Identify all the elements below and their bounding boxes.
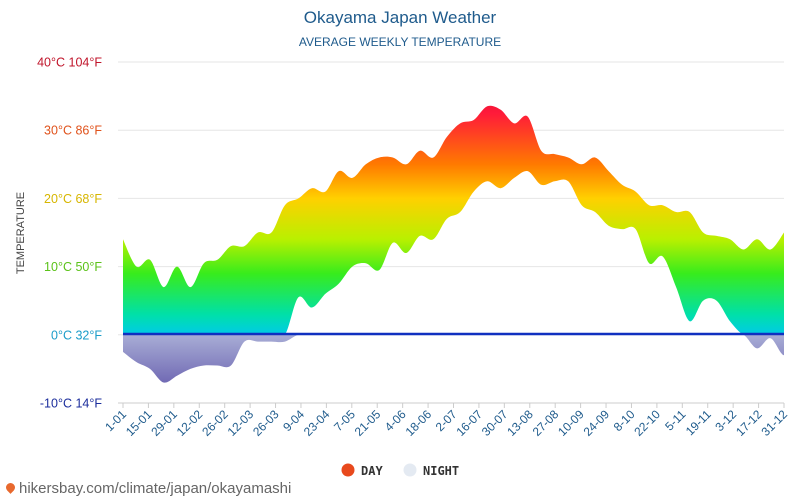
x-tick-label: 15-01 [123, 407, 155, 439]
x-tick-label: 27-08 [530, 407, 562, 439]
legend: DAY NIGHT [341, 463, 459, 478]
x-tick-label: 19-11 [683, 407, 714, 438]
y-tick-label: 10°C 50°F [44, 260, 102, 274]
x-tick-label: 16-07 [453, 407, 485, 439]
source-text: hikersbay.com/climate/japan/okayamashi [19, 480, 292, 497]
x-tick-label: 17-12 [733, 407, 765, 439]
x-tick-label: 13-08 [504, 407, 536, 439]
night-cold-area [123, 334, 784, 383]
x-tick-label: 23-04 [301, 407, 333, 439]
x-tick-label: 30-07 [479, 407, 511, 439]
x-tick-label: 22-10 [631, 407, 663, 439]
x-tick-label: 21-05 [352, 407, 384, 439]
y-axis-title: TEMPERATURE [15, 192, 27, 274]
x-tick-label: 12-02 [174, 407, 206, 439]
y-tick-label: 20°C 68°F [44, 192, 102, 206]
y-tick-label: 30°C 86°F [44, 124, 102, 138]
location-pin-icon [4, 481, 17, 494]
legend-day-label: DAY [361, 464, 383, 478]
x-tick-label: 29-01 [148, 407, 180, 439]
chart-subtitle: AVERAGE WEEKLY TEMPERATURE [299, 35, 501, 49]
x-tick-label: 24-09 [581, 407, 613, 439]
legend-day-marker [341, 463, 355, 477]
legend-night-label: NIGHT [423, 464, 459, 478]
x-tick-label: 31-12 [759, 407, 791, 439]
x-tick-label: 26-02 [199, 407, 231, 439]
y-tick-label: 0°C 32°F [51, 328, 102, 342]
y-tick-label: -10°C 14°F [40, 397, 102, 411]
source-link[interactable]: hikersbay.com/climate/japan/okayamashi [4, 480, 292, 497]
legend-night-marker [403, 463, 417, 477]
x-axis-ticks: 1-0115-0129-0112-0226-0212-0326-039-0423… [102, 403, 790, 439]
y-axis-ticks: 40°C 104°F 30°C 86°F 20°C 68°F 10°C 50°F 0°C… [37, 56, 102, 411]
x-tick-label: 12-03 [225, 407, 257, 439]
x-tick-label: 10-09 [555, 407, 587, 439]
y-tick-label: 40°C 104°F [37, 56, 102, 70]
x-tick-label: 18-06 [403, 407, 435, 439]
chart-title: Okayama Japan Weather [304, 8, 497, 27]
x-tick-label: 26-03 [250, 407, 282, 439]
